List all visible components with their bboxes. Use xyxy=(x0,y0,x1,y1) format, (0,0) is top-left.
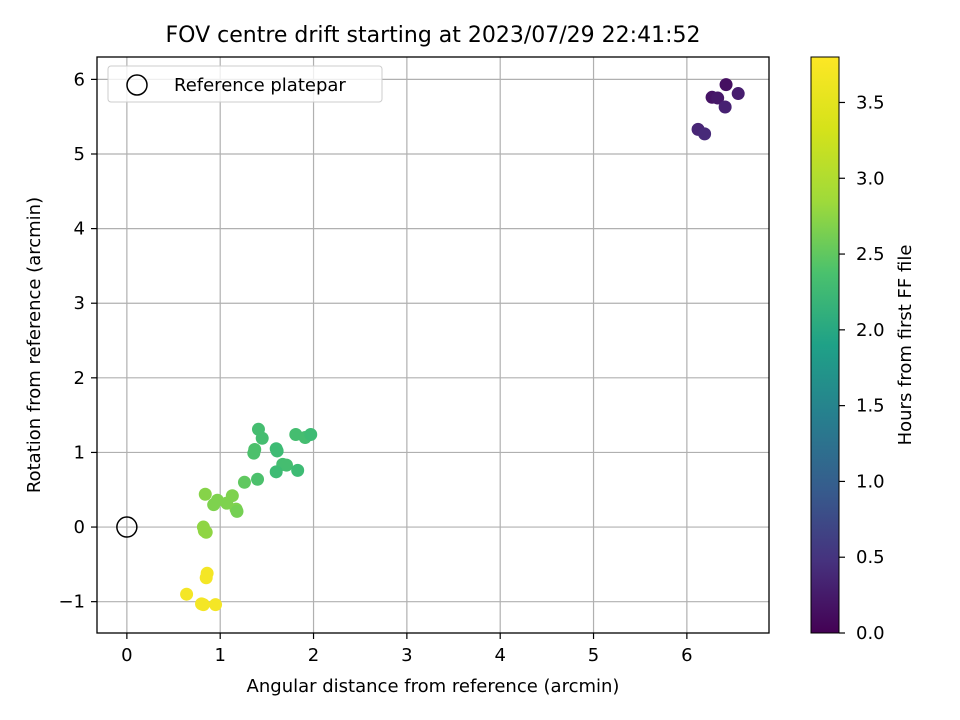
reference-point xyxy=(116,516,138,538)
colorbar-ticks: 0.0 0.5 1.0 1.5 2.0 2.5 3.0 3.5 xyxy=(839,92,885,644)
data-point xyxy=(199,571,213,585)
y-tick-label: 0 xyxy=(74,517,85,538)
data-point xyxy=(304,428,318,442)
data-point xyxy=(698,127,712,141)
x-tick-label: 3 xyxy=(401,645,412,666)
y-axis-label: Rotation from reference (arcmin) xyxy=(24,197,45,493)
data-point xyxy=(198,487,212,501)
y-axis-ticks: −1 0 1 2 3 4 5 6 xyxy=(58,69,97,613)
x-axis-ticks: 0 1 2 3 4 5 6 xyxy=(121,633,693,666)
data-point xyxy=(196,598,210,612)
data-point xyxy=(220,496,234,510)
x-tick-label: 0 xyxy=(121,645,132,666)
data-point xyxy=(291,463,305,477)
data-point xyxy=(731,87,745,101)
data-point xyxy=(719,78,733,92)
x-tick-label: 6 xyxy=(681,645,692,666)
y-tick-label: 4 xyxy=(74,219,85,240)
colorbar-tick-label: 2.0 xyxy=(856,320,885,341)
y-tick-label: 2 xyxy=(74,368,85,389)
colorbar-tick-label: 1.0 xyxy=(856,471,885,492)
data-point xyxy=(247,446,261,460)
plot-frame xyxy=(96,56,770,634)
colorbar xyxy=(810,56,840,634)
legend-marker-icon xyxy=(126,74,148,96)
data-point xyxy=(251,472,265,486)
data-point xyxy=(207,498,221,512)
data-point xyxy=(209,598,223,612)
x-tick-label: 4 xyxy=(494,645,505,666)
grid-lines xyxy=(97,57,769,633)
data-point xyxy=(279,458,293,472)
data-point xyxy=(180,587,194,601)
data-points xyxy=(180,78,745,612)
legend-entry: Reference platepar xyxy=(174,75,346,96)
x-tick-label: 1 xyxy=(214,645,225,666)
colorbar-tick-label: 3.0 xyxy=(856,168,885,189)
legend: Reference platepar xyxy=(107,65,383,103)
data-point xyxy=(718,100,732,114)
x-tick-label: 2 xyxy=(308,645,319,666)
colorbar-tick-label: 1.5 xyxy=(856,396,885,417)
y-tick-label: −1 xyxy=(58,592,85,613)
data-point xyxy=(711,91,725,105)
data-point xyxy=(270,444,284,458)
y-tick-label: 5 xyxy=(74,144,85,165)
reference-platepar-marker xyxy=(116,516,138,538)
legend-box xyxy=(107,65,383,103)
colorbar-tick-label: 0.0 xyxy=(856,623,885,644)
data-point xyxy=(237,475,251,489)
y-tick-label: 6 xyxy=(74,69,85,90)
colorbar-label: Hours from first FF file xyxy=(895,245,916,446)
x-tick-label: 5 xyxy=(588,645,599,666)
colorbar-tick-label: 3.5 xyxy=(856,92,885,113)
chart-title: FOV centre drift starting at 2023/07/29 … xyxy=(166,23,701,48)
x-axis-label: Angular distance from reference (arcmin) xyxy=(247,676,620,697)
colorbar-tick-label: 2.5 xyxy=(856,244,885,265)
y-tick-label: 3 xyxy=(74,293,85,314)
data-point xyxy=(199,525,213,539)
colorbar-tick-label: 0.5 xyxy=(856,547,885,568)
y-tick-label: 1 xyxy=(74,442,85,463)
data-point xyxy=(255,431,269,445)
data-point xyxy=(269,465,283,479)
data-point xyxy=(230,504,244,518)
